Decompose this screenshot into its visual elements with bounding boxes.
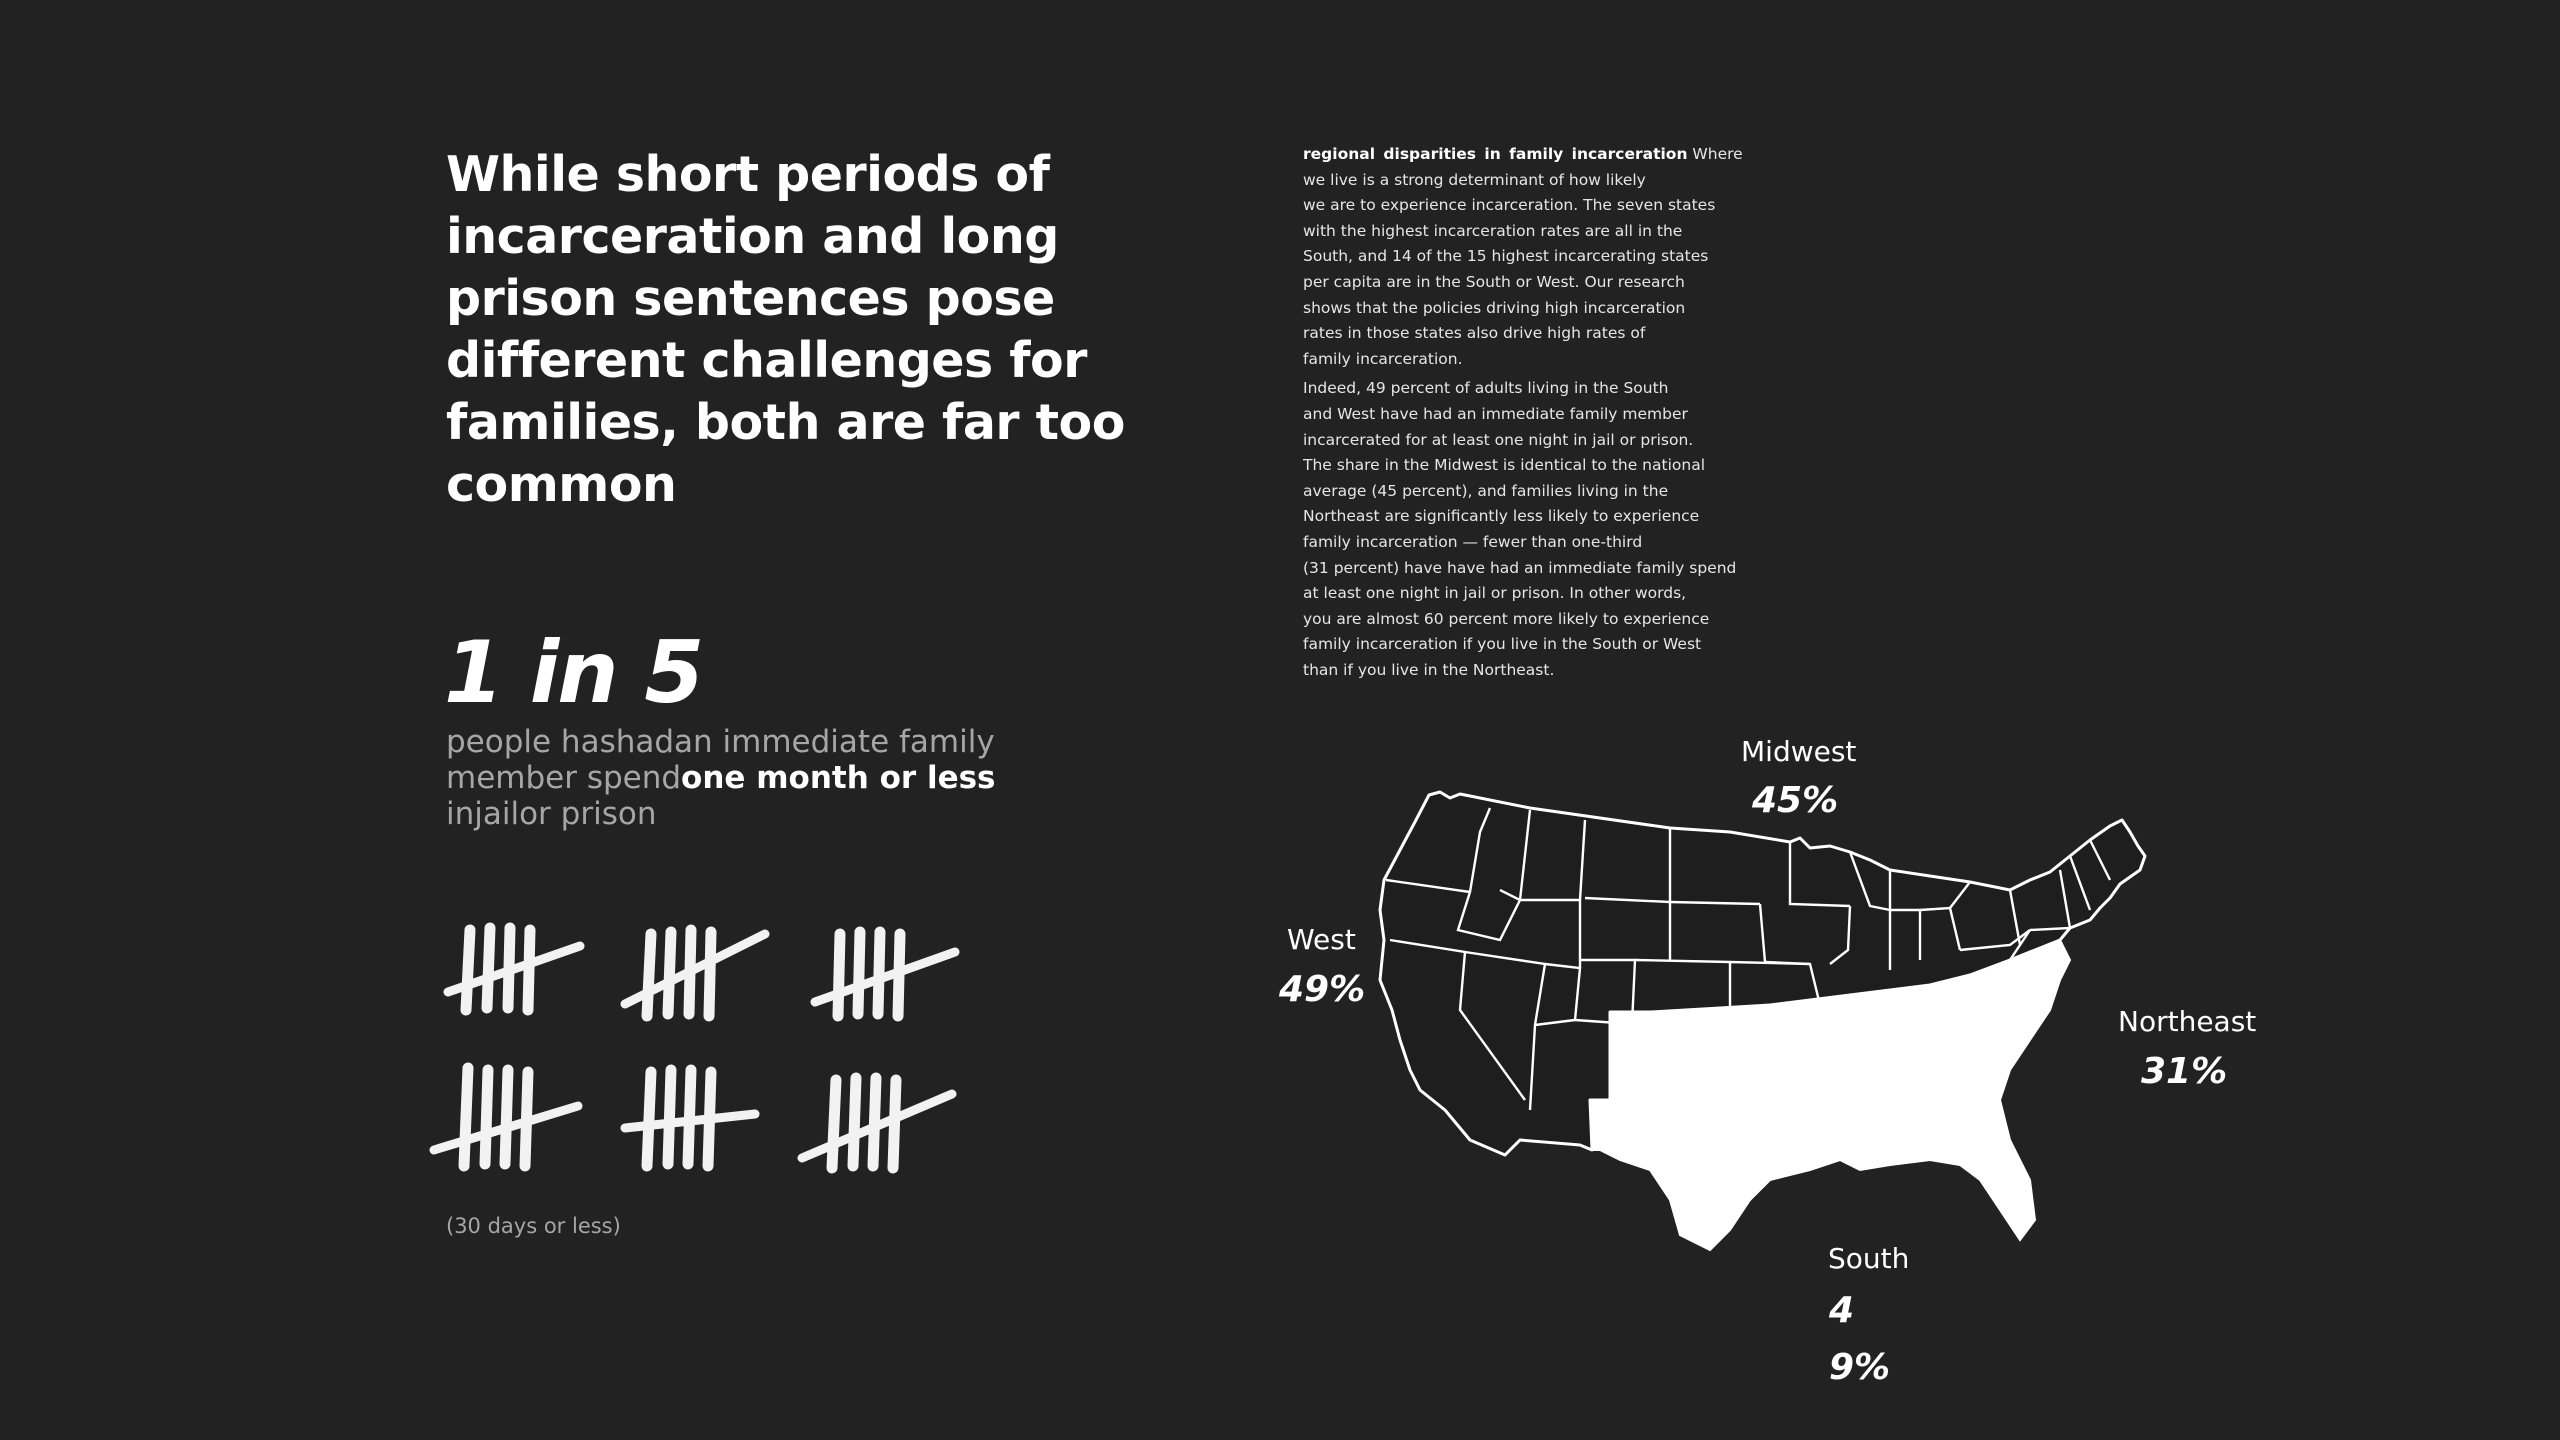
region-label-west: West [1287, 923, 1356, 956]
tally-mark-icon [429, 1062, 583, 1172]
tally-mark-icon [443, 922, 585, 1016]
stat-description: people hashadan immediate family member … [446, 724, 1006, 832]
region-label-midwest: Midwest [1741, 735, 1857, 768]
map-state-borders [1385, 807, 2112, 1111]
tally-marks-grid [420, 900, 980, 1190]
body-text: regional disparities in family incarcera… [1303, 142, 1743, 687]
tally-mark-icon [797, 1072, 957, 1174]
tally-mark-icon [620, 924, 770, 1022]
section-lead: regional disparities in family incarcera… [1303, 145, 1688, 163]
stat-ratio: 1 in 5 [444, 623, 704, 723]
headline: While short periods of incarceration and… [446, 146, 1125, 513]
body-paragraph-1: regional disparities in family incarcera… [1303, 142, 1743, 372]
map-nonsouth-regions [1378, 790, 2147, 1157]
tally-mark-icon [810, 926, 960, 1022]
region-pct-west: 49% [1279, 969, 1366, 1010]
stat-desc-end: injailor prison [446, 796, 657, 832]
stat-desc-start: people hashadan immediate family member … [446, 724, 995, 796]
stat-desc-emphasis: one month or less [681, 760, 996, 796]
region-label-northeast: Northeast [2118, 1005, 2257, 1038]
footnote: (30 days or less) [446, 1214, 621, 1238]
us-regions-map [1378, 790, 2147, 1252]
body-paragraph-2: Indeed, 49 percent of adults living in t… [1303, 379, 1737, 679]
tally-mark-icon [620, 1064, 760, 1172]
body-paragraph-1-text: Where we live is a strong determinant of… [1303, 145, 1743, 368]
region-pct-south: 49% [1829, 1290, 1891, 1388]
region-label-south: South [1828, 1242, 1910, 1275]
region-pct-midwest: 45% [1752, 780, 1839, 821]
region-pct-northeast: 31% [2141, 1051, 2228, 1092]
map-south-region [1588, 938, 2072, 1252]
